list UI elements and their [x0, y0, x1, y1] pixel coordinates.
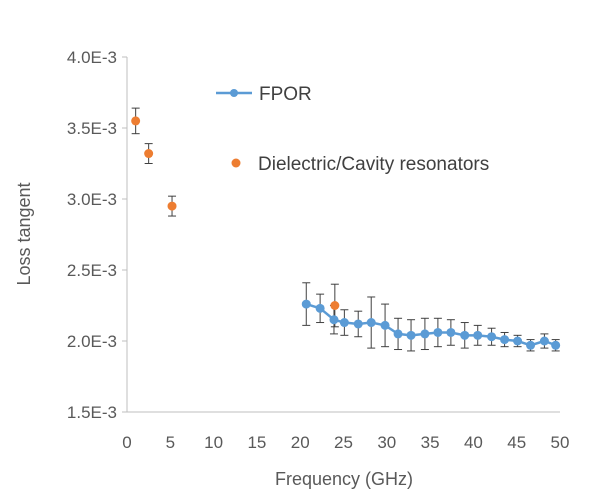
data-point-fpor: [526, 340, 536, 350]
data-point-fpor: [487, 332, 497, 342]
y-tick-label: 3.0E-3: [67, 190, 117, 209]
x-axis-title: Frequency (GHz): [275, 469, 413, 489]
y-tick-label: 2.5E-3: [67, 261, 117, 280]
x-tick-label: 50: [551, 433, 570, 452]
legend-label-dielectric: Dielectric/Cavity resonators: [258, 154, 489, 175]
x-tick-label: 10: [204, 433, 223, 452]
legend: FPOR Dielectric/Cavity resonators: [216, 84, 489, 175]
data-point-dielectric: [330, 301, 340, 310]
data-point-fpor: [339, 318, 349, 328]
data-point-dielectric: [144, 149, 154, 159]
x-tick-label: 30: [377, 433, 396, 452]
error-bars: [131, 107, 560, 352]
data-point-fpor: [406, 330, 416, 340]
data-point-dielectric: [131, 116, 141, 126]
data-point-fpor: [539, 336, 549, 346]
data-point-fpor: [446, 327, 456, 337]
data-point-dielectric: [167, 201, 177, 211]
legend-marker-dielectric: [231, 158, 241, 168]
data-point-fpor: [500, 335, 510, 345]
y-tick-label: 3.5E-3: [67, 119, 117, 138]
x-tick-label: 35: [421, 433, 440, 452]
y-tick-label: 2.0E-3: [67, 332, 117, 351]
data-point-fpor: [460, 330, 470, 340]
legend-item-dielectric: Dielectric/Cavity resonators: [231, 154, 489, 175]
data-point-fpor: [329, 315, 339, 325]
legend-item-fpor: FPOR: [216, 84, 312, 105]
x-tick-label: 20: [291, 433, 310, 452]
data-point-fpor: [473, 330, 483, 340]
x-tick-label: 45: [507, 433, 526, 452]
data-point-fpor: [420, 329, 430, 339]
x-tick-label: 25: [334, 433, 353, 452]
y-axis-title: Loss tangent: [14, 182, 34, 285]
y-tick-label: 4.0E-3: [67, 48, 117, 67]
x-tick-label: 0: [122, 433, 131, 452]
data-point-fpor: [513, 336, 523, 346]
axes: [122, 56, 560, 413]
data-point-fpor: [315, 303, 325, 313]
x-tick-label: 40: [464, 433, 483, 452]
data-point-fpor: [393, 329, 403, 339]
x-tick-label: 5: [166, 433, 175, 452]
data-point-fpor: [353, 319, 363, 329]
data-point-fpor: [433, 327, 443, 337]
series-markers: [131, 116, 561, 350]
data-point-fpor: [380, 320, 390, 330]
data-point-fpor: [301, 299, 311, 309]
y-tick-label: 1.5E-3: [67, 403, 117, 422]
x-tick-label: 15: [247, 433, 266, 452]
data-point-fpor: [366, 318, 376, 328]
legend-marker-fpor: [230, 89, 238, 97]
data-point-fpor: [551, 340, 561, 350]
tick-labels: 4.0E-3 3.5E-3 3.0E-3 2.5E-3 2.0E-3 1.5E-3 0 5 10…: [67, 48, 570, 452]
legend-label-fpor: FPOR: [259, 84, 312, 105]
